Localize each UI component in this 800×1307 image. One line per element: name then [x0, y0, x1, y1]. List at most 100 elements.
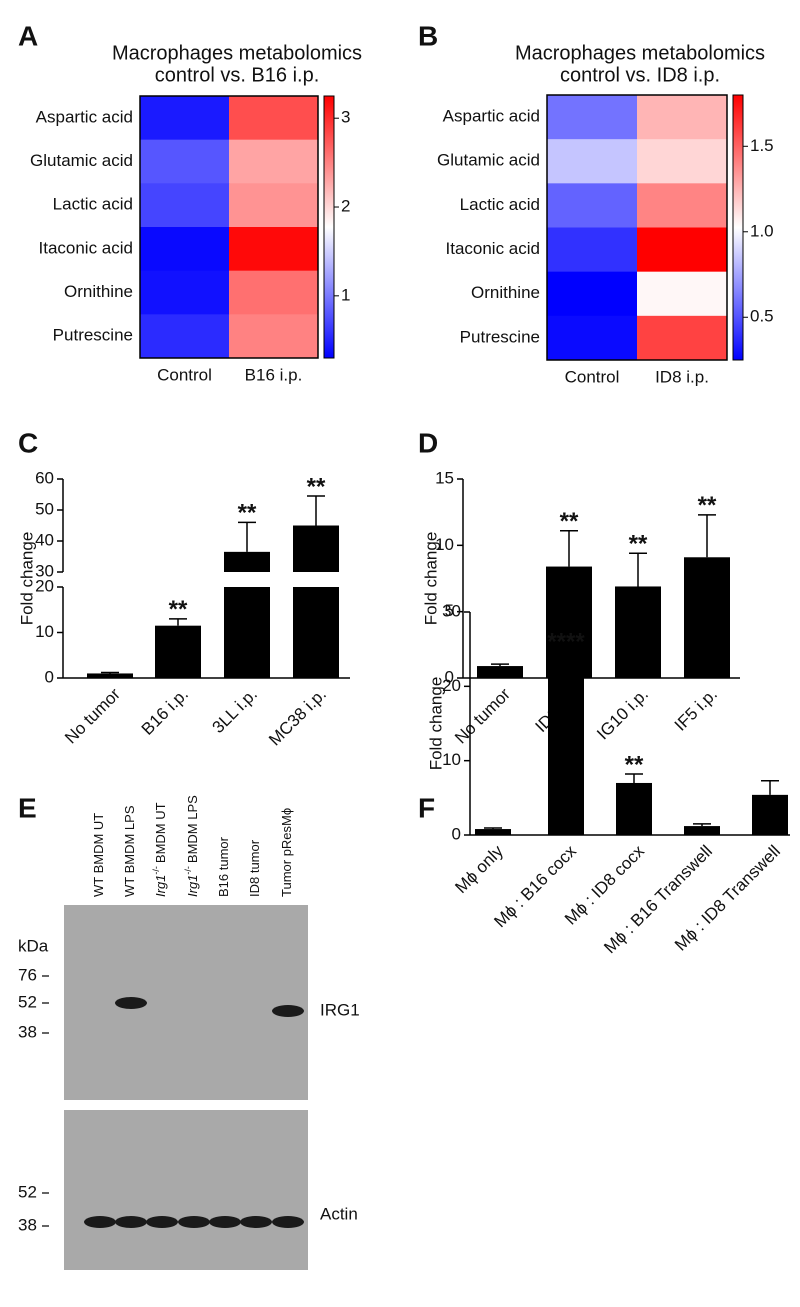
colorbar-tick-label: 1 [341, 285, 350, 304]
row-label: Glutamic acid [30, 151, 133, 170]
pane-label: Actin [320, 1204, 358, 1223]
heatmap-cell [637, 271, 728, 317]
lane-label-text: WT BMDM UT [91, 813, 106, 897]
y-axis-label: Fold change [421, 532, 440, 626]
heatmap-border [546, 94, 728, 361]
lane-label: B16 tumor [216, 836, 231, 897]
error-bar [625, 773, 643, 783]
bar [87, 673, 133, 678]
blot-band [272, 1216, 304, 1228]
colorbar-tick-label: 2 [341, 197, 350, 216]
y-tick-label: 10 [442, 750, 461, 769]
row-label: Ornithine [471, 283, 540, 302]
heatmap-cell [229, 96, 319, 141]
bar [475, 829, 511, 835]
y-axis-label: Fold change [426, 677, 445, 771]
lane-label-genotype: -/- [151, 866, 161, 875]
significance: ** [307, 473, 326, 500]
column-label: B16 i.p. [245, 365, 303, 384]
y-tick-label: 10 [35, 622, 54, 641]
y-tick-label: 20 [35, 576, 54, 595]
x-tick-label: No tumor [61, 684, 124, 747]
heatmap-cell [547, 139, 638, 184]
row-label: Lactic acid [53, 195, 133, 214]
y-tick-label: 15 [435, 468, 454, 487]
y-tick-label: 30 [35, 561, 54, 580]
heatmap-cell [637, 315, 728, 361]
significance: ** [625, 751, 644, 778]
heatmap-cell [140, 314, 230, 359]
x-tick-label: 3LL i.p. [209, 685, 261, 737]
lane-label-text: BMDM UT [153, 802, 168, 863]
lane-label-gene: Irg1 [153, 875, 168, 897]
blot-band [209, 1216, 241, 1228]
heatmap-cell [140, 227, 230, 272]
significance: ** [238, 500, 257, 527]
panel-letter: D [418, 427, 438, 458]
blot-band [146, 1216, 178, 1228]
bar [224, 551, 270, 572]
column-label: Control [157, 365, 212, 384]
y-axis-label: Fold change [17, 532, 36, 626]
heatmap-cell [547, 315, 638, 361]
lane-label-text: Tumor pResMϕ [279, 808, 294, 897]
colorbar [323, 95, 335, 359]
chart-title: control vs. ID8 i.p. [560, 64, 720, 86]
panel-letter: E [18, 792, 37, 823]
heatmap-cell [140, 270, 230, 315]
blot-band [115, 1216, 147, 1228]
bar [684, 557, 730, 678]
bar [616, 782, 652, 835]
error-bar [761, 779, 779, 795]
error-bar [101, 671, 119, 674]
heatmap-cell [547, 271, 638, 317]
row-label: Ornithine [64, 282, 133, 301]
panel-letter: C [18, 427, 38, 458]
heatmap-cell [637, 95, 728, 140]
colorbar-tick-label: 0.5 [750, 307, 774, 326]
error-bar [307, 495, 325, 526]
colorbar-tick-label: 3 [341, 108, 350, 127]
panel-letter: B [418, 20, 438, 51]
bar [546, 566, 592, 678]
error-bar [557, 650, 575, 677]
heatmap-cell [547, 183, 638, 228]
y-tick-label: 0 [452, 824, 461, 843]
error-bar [698, 514, 716, 558]
row-label: Putrescine [53, 326, 133, 345]
lane-label: ID8 tumor [247, 839, 262, 897]
blot-membrane [64, 1110, 308, 1270]
y-tick-label: 0 [445, 667, 454, 686]
row-label: Aspartic acid [36, 107, 133, 126]
x-tick-label: IF5 i.p. [671, 685, 721, 735]
marker-label: 52 [18, 992, 37, 1011]
heatmap-cell [229, 314, 319, 359]
lane-label: WT BMDM UT [91, 813, 106, 897]
lane-label: Tumor pResMϕ [279, 808, 294, 897]
bar [224, 587, 270, 678]
lane-label: Irg1-/- BMDM LPS [183, 795, 200, 897]
blot-membrane [64, 905, 308, 1100]
lane-label-text: ID8 tumor [247, 839, 262, 897]
y-tick-label: 40 [35, 530, 54, 549]
significance: ** [629, 531, 648, 558]
row-label: Itaconic acid [39, 238, 134, 257]
heatmap-cell [229, 139, 319, 184]
chart-title: Macrophages metabolomics [112, 42, 362, 64]
heatmap-cell [547, 227, 638, 273]
significance: **** [547, 629, 585, 656]
bar [684, 826, 720, 835]
error-bar [484, 827, 502, 830]
y-tick-label: 60 [35, 468, 54, 487]
marker-label: 52 [18, 1182, 37, 1201]
bar [477, 666, 523, 678]
significance: ** [560, 508, 579, 535]
row-label: Itaconic acid [446, 239, 541, 258]
colorbar [732, 94, 744, 361]
row-label: Lactic acid [460, 195, 540, 214]
lane-label-gene: Irg1 [185, 875, 200, 897]
x-tick-label: IG10 i.p. [593, 685, 652, 744]
y-tick-label: 20 [442, 676, 461, 695]
